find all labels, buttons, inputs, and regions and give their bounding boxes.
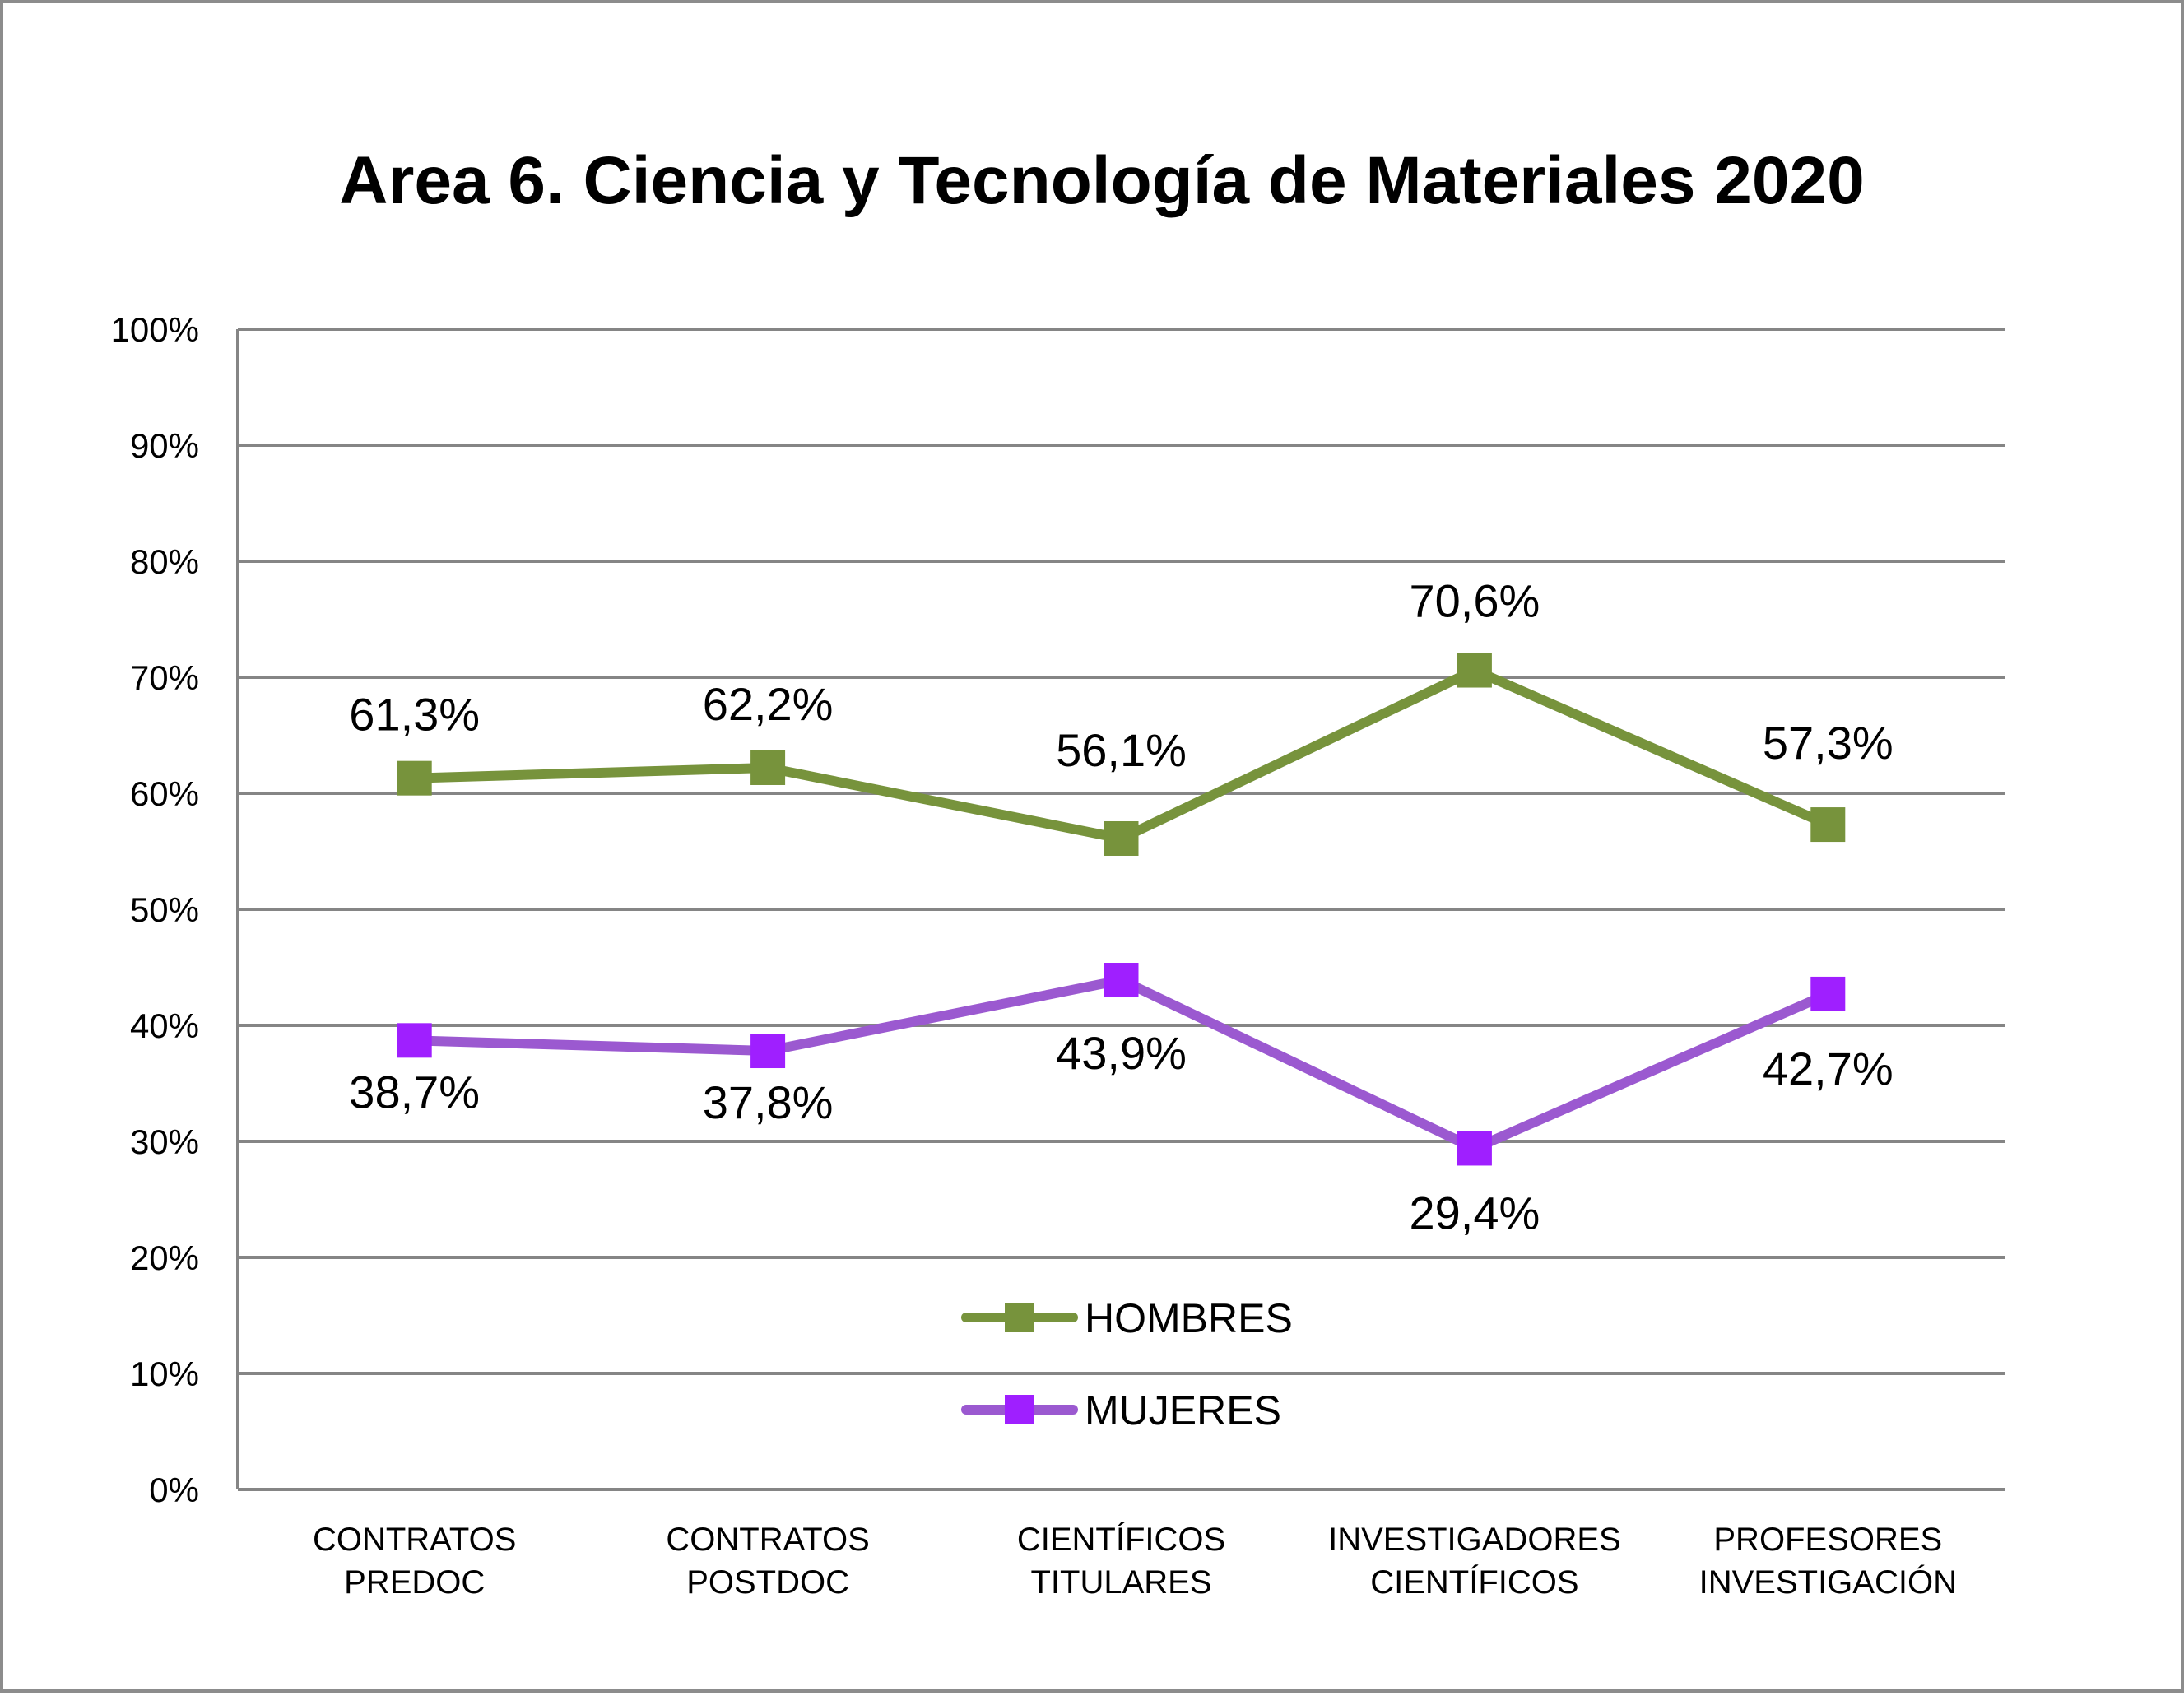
data-label: 38,7%	[349, 1066, 480, 1118]
data-label: 37,8%	[703, 1076, 834, 1128]
chart-title: Area 6. Ciencia y Tecnología de Material…	[339, 143, 1864, 218]
data-label: 43,9%	[1056, 1027, 1187, 1079]
y-tick-label: 70%	[130, 658, 199, 697]
x-tick-label: PROFESORES INVESTIGACIÓN	[1699, 1522, 1957, 1601]
y-tick-label: 30%	[130, 1122, 199, 1161]
x-tick-label: CONTRATOS PREDOC	[313, 1522, 516, 1601]
data-point	[397, 1023, 432, 1058]
y-tick-label: 100%	[111, 310, 199, 349]
y-tick-label: 20%	[130, 1238, 199, 1277]
series-layer	[397, 653, 1846, 1166]
legend-marker	[1005, 1395, 1034, 1424]
x-tick-label: INVESTIGADORES CIENTÍFICOS	[1328, 1522, 1621, 1601]
x-tick-label: CONTRATOS POSTDOC	[666, 1522, 869, 1601]
data-point	[1457, 653, 1492, 688]
line-chart: Area 6. Ciencia y Tecnología de Material…	[111, 143, 2005, 1601]
data-point	[750, 1034, 786, 1069]
x-tick-label: CIENTÍFICOS TITULARES	[1017, 1521, 1225, 1601]
data-point	[1457, 1131, 1492, 1166]
data-label: 29,4%	[1410, 1187, 1540, 1238]
data-point	[1104, 820, 1139, 856]
y-tick-label: 80%	[130, 542, 199, 581]
data-label: 42,7%	[1763, 1043, 1894, 1094]
data-labels: 61,3% 62,2% 56,1% 70,6% 57,3% 38,7% 37,8% 43,9%…	[349, 575, 1893, 1239]
y-tick-label: 60%	[130, 774, 199, 813]
y-tick-label: 0%	[149, 1471, 199, 1509]
data-point	[1810, 807, 1846, 843]
legend-label: MUJERES	[1085, 1387, 1281, 1433]
data-label: 56,1%	[1056, 724, 1187, 776]
data-label: 70,6%	[1410, 575, 1540, 627]
y-tick-label: 10%	[130, 1354, 199, 1393]
legend-marker	[1005, 1303, 1034, 1332]
y-tick-label: 90%	[130, 426, 199, 465]
data-label: 57,3%	[1763, 717, 1894, 769]
y-tick-label: 40%	[130, 1006, 199, 1045]
gridlines	[236, 328, 2005, 1491]
data-point	[397, 760, 432, 796]
y-axis-ticks: 0% 10% 20% 30% 40% 50% 60% 70% 80% 90% 100%	[111, 310, 199, 1509]
x-axis-ticks: CONTRATOS PREDOC CONTRATOS POSTDOC CIENTÍFIC…	[313, 1521, 1957, 1601]
y-tick-label: 50%	[130, 890, 199, 929]
data-point	[750, 750, 786, 785]
legend-label: HOMBRES	[1085, 1295, 1293, 1341]
legend: HOMBRES MUJERES	[961, 1295, 1293, 1433]
data-point	[1810, 976, 1846, 1011]
data-label: 61,3%	[349, 689, 480, 741]
data-label: 62,2%	[703, 678, 834, 730]
data-point	[1104, 963, 1139, 998]
